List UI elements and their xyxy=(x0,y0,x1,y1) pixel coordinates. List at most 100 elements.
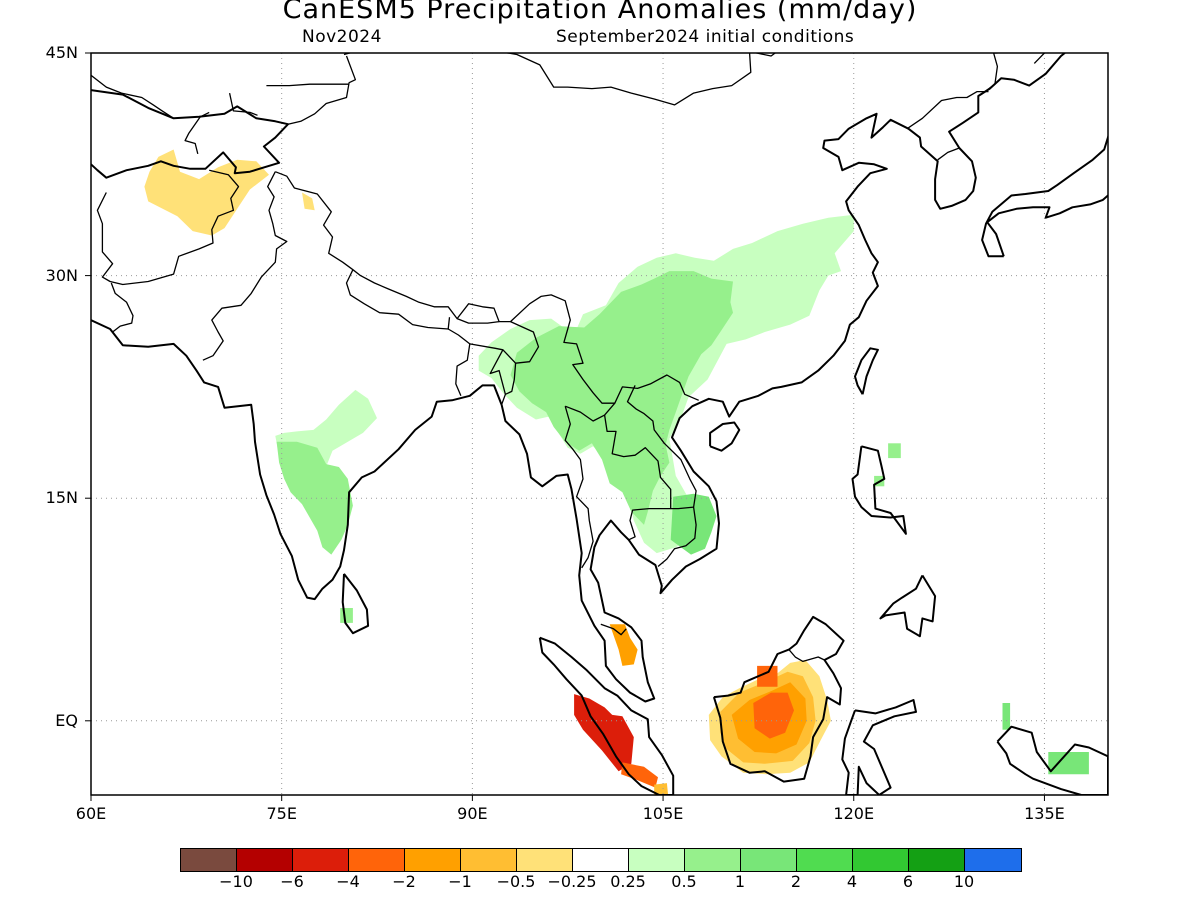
coastline-11 xyxy=(981,133,1108,258)
colorbar-swatch xyxy=(405,849,461,871)
country-border-22 xyxy=(266,83,350,87)
colorbar-swatch xyxy=(797,849,853,871)
colorbar-swatch xyxy=(629,849,685,871)
coastline-4 xyxy=(341,573,370,635)
colorbar-label: 4 xyxy=(846,872,858,891)
coastline-6 xyxy=(712,615,845,783)
coastline-3 xyxy=(709,421,741,452)
coastline-9 xyxy=(879,574,937,638)
x-tick-label: 60E xyxy=(75,804,107,823)
country-border-28 xyxy=(504,53,752,106)
colorbar-label: −0.5 xyxy=(496,872,536,891)
colorbar-label: −2 xyxy=(392,872,416,891)
colorbar-swatch xyxy=(293,849,349,871)
country-border-13 xyxy=(626,385,697,567)
coastline-7 xyxy=(841,699,917,795)
colorbar-swatch xyxy=(741,849,797,871)
colorbar-label: 1 xyxy=(734,872,746,891)
chart-subtitle-initial-conditions: September2024 initial conditions xyxy=(556,27,855,47)
anomaly-region-3 xyxy=(510,271,733,525)
chart-subtitle-month: Nov2024 xyxy=(302,27,382,47)
anomaly-region-10 xyxy=(1002,703,1011,730)
anomaly-region-20 xyxy=(753,692,794,739)
anomaly-region-12 xyxy=(609,624,638,666)
anomaly-region-15 xyxy=(654,783,669,795)
colorbar-label: 2 xyxy=(790,872,802,891)
colorbar-swatch xyxy=(685,849,741,871)
country-border-26 xyxy=(980,53,999,96)
colorbar-swatch xyxy=(909,849,965,871)
coastline-12 xyxy=(766,834,775,836)
country-border-24 xyxy=(184,111,210,155)
country-border-16 xyxy=(600,623,627,636)
anomaly-region-19 xyxy=(757,665,778,687)
country-border-23 xyxy=(228,92,258,116)
colorbar-label: 10 xyxy=(953,872,975,891)
country-border-8 xyxy=(502,349,517,395)
y-tick-label: 15N xyxy=(45,488,78,508)
coastline-8 xyxy=(851,445,907,535)
coastline-1 xyxy=(91,53,1066,703)
anomaly-region-6 xyxy=(888,443,901,459)
colorbar-label: −0.25 xyxy=(547,872,597,891)
coastline-2 xyxy=(854,347,879,395)
colorbar xyxy=(180,848,1022,872)
colorbar-label: −4 xyxy=(336,872,360,891)
anomaly-region-13 xyxy=(574,694,634,772)
colorbar-swatch xyxy=(461,849,517,871)
country-border-10 xyxy=(564,402,616,422)
coastline-5 xyxy=(538,636,675,795)
country-border-25 xyxy=(91,74,174,119)
anomaly-region-8 xyxy=(340,608,353,623)
country-border-18 xyxy=(906,90,989,130)
anomaly-region-1 xyxy=(302,192,315,211)
country-border-27 xyxy=(1033,53,1045,64)
country-border-9 xyxy=(510,321,540,364)
x-tick-label: 90E xyxy=(457,804,488,823)
y-tick-label: 30N xyxy=(45,265,78,285)
country-border-15 xyxy=(788,649,825,663)
chart-title: CanESM5 Precipitation Anomalies (mm/day) xyxy=(282,0,918,25)
anomaly-region-14 xyxy=(621,762,658,788)
colorbar-swatch xyxy=(853,849,909,871)
country-border-21 xyxy=(287,55,357,125)
x-tick-label: 75E xyxy=(266,804,297,823)
colorbar-label: −1 xyxy=(448,872,472,891)
map-frame xyxy=(90,52,1109,796)
colorbar-swatch xyxy=(965,849,1021,871)
coastline-0 xyxy=(91,89,289,179)
anomaly-region-11 xyxy=(1048,752,1089,775)
country-border-14 xyxy=(670,506,694,510)
country-border-20 xyxy=(343,53,353,56)
country-border-11 xyxy=(564,406,594,569)
x-tick-label: 105E xyxy=(642,804,684,823)
colorbar-swatch xyxy=(349,849,405,871)
colorbar-swatch xyxy=(573,849,629,871)
x-tick-label: 120E xyxy=(833,804,875,823)
country-border-2 xyxy=(110,282,134,333)
country-border-12 xyxy=(603,415,672,541)
colorbar-label: −10 xyxy=(219,872,253,891)
country-border-0 xyxy=(202,171,288,361)
colorbar-label: 6 xyxy=(902,872,914,891)
anomaly-region-0 xyxy=(144,149,269,236)
coastline-10 xyxy=(996,725,1108,795)
country-border-7 xyxy=(469,343,507,405)
colorbar-label: 0.25 xyxy=(610,872,646,891)
country-border-6 xyxy=(447,328,471,397)
y-tick-label: EQ xyxy=(55,710,78,730)
country-border-1 xyxy=(96,169,240,286)
country-border-29 xyxy=(753,53,777,57)
colorbar-label: 0.5 xyxy=(671,872,697,891)
colorbar-label: −6 xyxy=(280,872,304,891)
anomaly-region-9 xyxy=(670,493,717,555)
country-border-5 xyxy=(456,317,500,324)
colorbar-swatch xyxy=(517,849,573,871)
country-border-4 xyxy=(345,269,451,330)
x-tick-label: 135E xyxy=(1024,804,1065,823)
y-tick-label: 45N xyxy=(45,43,78,62)
anomaly-region-5 xyxy=(276,441,353,555)
colorbar-swatch xyxy=(237,849,293,871)
country-border-19 xyxy=(937,147,960,161)
